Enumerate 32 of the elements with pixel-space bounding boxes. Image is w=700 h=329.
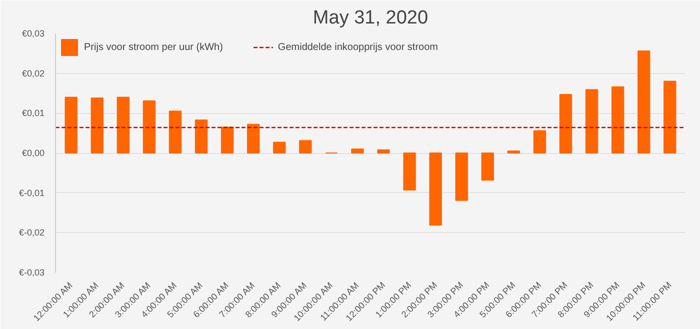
legend-label: Prijs voor stroom per uur (kWh) bbox=[84, 42, 223, 52]
bar bbox=[246, 124, 260, 154]
bar bbox=[273, 142, 286, 154]
y-tick-label: €0,02 bbox=[22, 68, 45, 78]
bar bbox=[377, 149, 390, 154]
bar bbox=[90, 98, 104, 154]
y-tick-label: €-0,02 bbox=[18, 228, 45, 238]
y-tick-label: €-0,01 bbox=[18, 188, 45, 198]
y-tick-label: €0,01 bbox=[22, 108, 45, 118]
bar bbox=[585, 89, 598, 154]
y-tick-label: €0,00 bbox=[22, 148, 45, 158]
bar bbox=[664, 80, 676, 154]
bar bbox=[611, 86, 624, 154]
y-tick-label: €0,03 bbox=[22, 28, 45, 38]
bar bbox=[481, 152, 494, 181]
bar bbox=[64, 96, 78, 154]
bar bbox=[403, 152, 416, 191]
chart-title: May 31, 2020 bbox=[312, 8, 428, 28]
bar bbox=[559, 94, 572, 154]
bar bbox=[429, 152, 442, 226]
legend-label: Gemiddelde inkoopprijs voor stroom bbox=[278, 42, 438, 52]
bar bbox=[116, 96, 130, 154]
bar bbox=[637, 50, 650, 154]
bar bbox=[455, 152, 468, 201]
bar bbox=[533, 130, 546, 154]
bar bbox=[299, 140, 312, 154]
bar bbox=[142, 100, 156, 154]
bar bbox=[168, 110, 182, 154]
y-tick-label: €-0,03 bbox=[18, 268, 45, 278]
bar bbox=[194, 119, 208, 154]
bar bbox=[351, 148, 364, 154]
bar bbox=[220, 126, 234, 154]
